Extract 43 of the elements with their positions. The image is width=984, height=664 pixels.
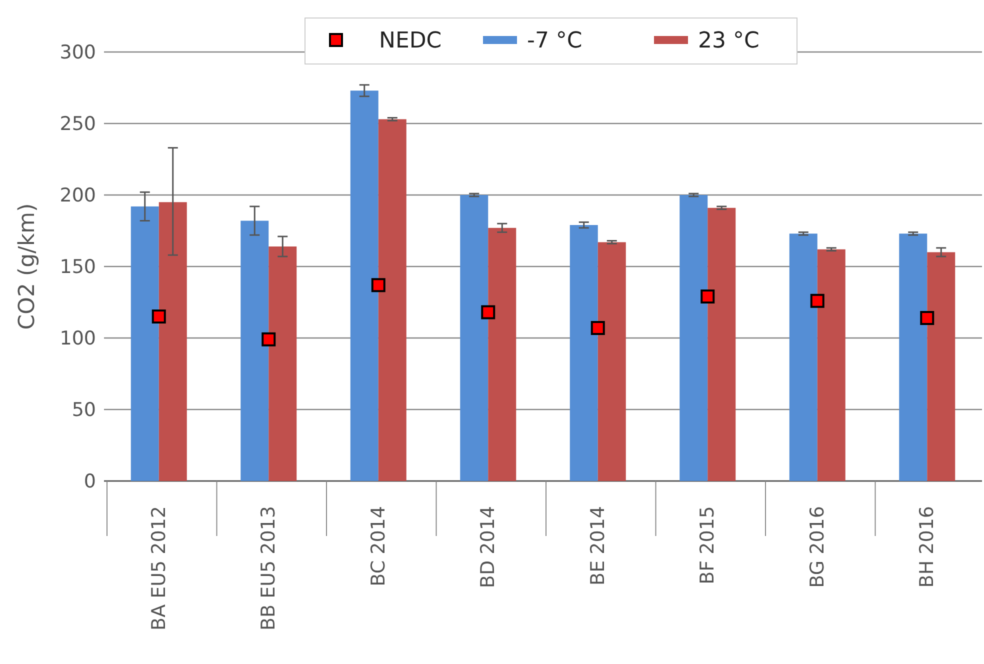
bar	[460, 195, 488, 481]
y-tick-label: 200	[60, 184, 96, 207]
bar	[130, 206, 159, 481]
point	[590, 320, 605, 335]
x-tick-label: BF 2015	[696, 506, 719, 584]
x-tick-label: BE 2014	[586, 506, 609, 586]
bar	[789, 234, 818, 481]
point	[262, 332, 276, 346]
bar	[488, 228, 516, 481]
x-tick-label: BD 2014	[477, 506, 500, 588]
legend-label: -7 °C	[527, 28, 582, 54]
bar	[158, 202, 187, 481]
y-tick-label: 300	[60, 42, 96, 64]
bar	[927, 252, 956, 481]
point	[371, 278, 386, 292]
x-tick-label: BA EU5 2012	[148, 506, 170, 630]
legend-label: 23 °C	[698, 28, 760, 54]
y-tick-label: 100	[60, 328, 96, 350]
y-tick-label: 250	[60, 113, 96, 136]
point	[920, 310, 934, 325]
point	[810, 294, 824, 308]
y-axis-title: CO2 (g/km)	[15, 203, 40, 330]
bar	[268, 246, 297, 481]
x-tick-label: BC 2014	[367, 506, 390, 586]
bar	[378, 119, 406, 481]
bar	[817, 249, 846, 481]
point	[700, 290, 715, 304]
bar	[240, 220, 269, 481]
y-tick-label: 0	[84, 470, 96, 493]
bar	[899, 234, 928, 481]
x-tick-label: BB EU5 2013	[258, 506, 280, 631]
y-tick-label: 150	[60, 256, 96, 278]
x-tick-label: BH 2016	[916, 506, 938, 588]
x-tick-label: BG 2016	[806, 506, 828, 588]
y-tick-label: 50	[72, 399, 96, 422]
point	[481, 305, 496, 320]
bar	[598, 242, 626, 481]
bar	[350, 90, 378, 481]
bar	[570, 225, 598, 481]
bar	[708, 208, 736, 481]
bar	[680, 195, 708, 481]
point	[152, 310, 166, 324]
legend-label: NEDC	[379, 28, 442, 54]
